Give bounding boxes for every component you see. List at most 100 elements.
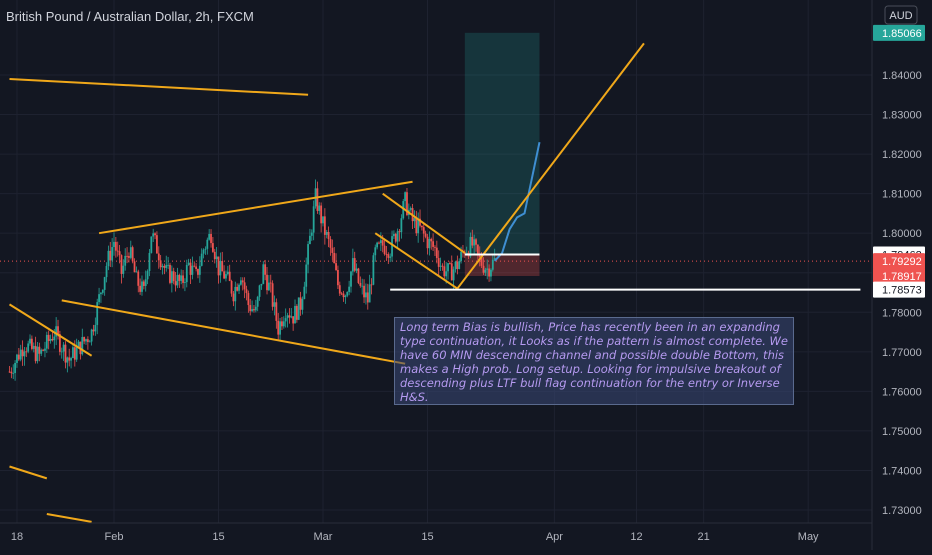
trendline [61,299,406,365]
candle-body [260,283,263,286]
candle-body [267,282,270,291]
candle-body [118,251,121,256]
candle-body [340,293,343,295]
candle-body [458,261,461,269]
candle-body [23,351,26,357]
candle-body [193,265,196,267]
candle-body [30,338,33,349]
trendline [98,180,413,235]
candle-body [342,293,345,298]
candle-body [243,282,246,290]
candle-body [141,281,143,292]
candle-body [178,274,181,281]
y-tick-label: 1.81000 [882,189,922,201]
candle-body [277,320,280,335]
candle-body [66,357,69,363]
candle-body [208,233,211,240]
candle-body [441,265,444,267]
projection-path [493,141,541,262]
candle-body [144,279,147,286]
candle-body [381,240,384,246]
candle-body [36,346,39,362]
candle-body [215,256,218,260]
candle-body [83,337,86,342]
candle-body [17,354,20,360]
trendline [9,77,309,96]
candle-body [460,251,462,262]
candle-body [335,263,337,271]
candle-body [493,258,496,260]
candle-body [55,326,58,337]
candle-body [469,236,472,257]
candle-body [439,265,442,267]
long-position-target-zone [464,32,540,255]
y-tick-label: 1.78000 [882,307,922,319]
trendline [456,42,645,290]
candle-body [105,266,108,278]
candle-body [109,250,112,261]
candle-body [154,233,156,236]
currency-label: AUD [889,10,912,22]
candle-body [391,236,393,257]
candle-body [57,326,59,335]
candle-body [8,371,11,373]
candle-body [413,218,416,222]
candle-body [372,255,375,285]
candle-body [368,284,371,303]
candle-body [476,244,479,254]
candle-body [206,239,209,249]
candle-body [484,269,487,273]
x-tick-label: 21 [698,531,710,543]
candle-body [303,286,306,300]
candle-body [350,271,352,287]
candle-body [238,284,240,291]
candle-body [301,299,304,310]
candle-body [213,251,216,260]
candle-body [323,216,326,235]
candle-body [366,292,369,303]
y-tick-label: 1.74000 [882,465,922,477]
candle-body [122,265,125,274]
candle-body [284,318,287,322]
candle-body [236,286,239,291]
candle-body [86,339,89,342]
candle-body [75,347,78,360]
candle-body [264,264,267,275]
x-tick-label: May [798,531,819,543]
price-label-bg [873,281,925,298]
candle-body [443,266,446,277]
candle-body [331,247,334,253]
candle-body [309,235,311,245]
candle-body [295,305,298,320]
candle-body [40,349,43,354]
candle-body [253,309,255,311]
candle-body [320,205,323,224]
price-label: 1.78917 [882,271,922,283]
candle-body [77,341,80,348]
candle-body [491,259,494,270]
candle-body [129,247,132,258]
candle-body [116,250,119,252]
candle-body [299,297,302,310]
candle-body [90,329,93,342]
candle-body [70,358,72,361]
candle-body [32,345,35,349]
candle-body [310,232,313,236]
candle-body [111,247,114,261]
candle-body [292,316,295,324]
candle-body [53,336,56,341]
candle-body [351,258,354,272]
candle-body [486,268,489,270]
annotation-note[interactable]: Long term Bias is bullish, Price has rec… [394,317,794,405]
candle-body [148,252,151,272]
candle-body [269,282,272,284]
candle-body [409,208,412,210]
x-tick-label: 18 [11,531,23,543]
candle-body [152,233,155,237]
candle-body [482,265,485,273]
x-tick-label: 15 [421,531,433,543]
candle-body [357,268,360,283]
candle-body [14,362,16,374]
